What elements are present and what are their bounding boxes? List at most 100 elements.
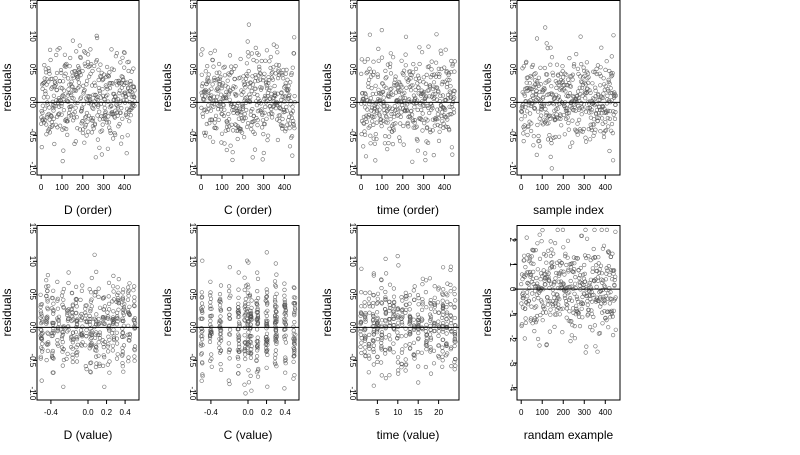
x-tick-label: 200 — [236, 183, 250, 192]
data-point — [70, 38, 75, 43]
data-point — [564, 106, 570, 111]
data-point — [393, 121, 398, 126]
data-point — [125, 308, 131, 313]
data-point — [82, 61, 87, 66]
data-point — [227, 295, 232, 300]
data-point — [97, 332, 102, 338]
data-point — [590, 269, 595, 275]
data-point — [408, 317, 413, 322]
data-point — [570, 77, 575, 82]
data-point — [256, 296, 261, 301]
data-point — [65, 308, 70, 314]
data-point — [428, 345, 433, 350]
data-point — [581, 65, 586, 70]
data-point — [424, 332, 429, 337]
data-point — [227, 347, 232, 352]
data-point — [101, 315, 106, 320]
data-point — [363, 312, 368, 318]
data-point — [255, 122, 260, 128]
data-point — [211, 77, 216, 83]
data-point — [575, 296, 580, 302]
data-point — [421, 80, 426, 85]
data-point — [387, 94, 392, 99]
y-tick-label: 1.0 — [188, 256, 197, 268]
data-point — [274, 62, 279, 67]
data-point — [391, 314, 396, 319]
data-point — [242, 304, 247, 310]
data-point — [110, 343, 115, 348]
data-point — [102, 315, 107, 320]
data-point — [82, 140, 87, 145]
data-point — [441, 309, 446, 314]
data-point — [575, 309, 581, 315]
data-point — [408, 315, 413, 320]
data-point — [238, 56, 243, 62]
x-axis-label: sample index — [533, 203, 604, 217]
data-point — [449, 145, 455, 150]
data-point — [431, 361, 437, 366]
data-point — [596, 255, 601, 260]
data-point — [567, 144, 573, 149]
data-point — [443, 107, 448, 112]
data-point — [59, 334, 65, 339]
data-point — [574, 129, 579, 134]
data-point — [584, 91, 589, 96]
data-point — [566, 127, 571, 132]
data-point — [532, 329, 537, 334]
data-point — [437, 74, 442, 79]
data-point — [545, 45, 550, 51]
data-point — [362, 338, 368, 343]
data-point — [442, 65, 447, 70]
data-point — [264, 295, 269, 300]
data-point — [79, 121, 84, 126]
data-point — [582, 262, 587, 268]
data-point — [606, 124, 611, 129]
data-point — [96, 353, 101, 358]
data-point — [89, 341, 94, 346]
data-point — [268, 85, 273, 90]
data-point — [411, 288, 416, 293]
data-point — [241, 89, 246, 95]
y-tick-label: 0.5 — [188, 289, 197, 301]
data-point — [114, 78, 119, 84]
x-tick-label: 0.0 — [82, 408, 94, 417]
x-tick-label: 200 — [76, 183, 90, 192]
data-point — [69, 104, 74, 109]
data-point — [73, 284, 79, 290]
data-point — [280, 116, 285, 122]
data-point — [606, 291, 611, 296]
data-point — [99, 114, 104, 119]
data-point — [424, 347, 429, 352]
data-point — [65, 318, 70, 323]
data-point — [535, 281, 540, 286]
data-point — [572, 336, 578, 341]
data-point — [243, 85, 248, 90]
data-point — [241, 104, 246, 109]
data-point — [420, 302, 425, 307]
data-point — [219, 86, 224, 91]
data-point — [50, 348, 55, 354]
data-point — [292, 347, 297, 352]
data-point — [375, 300, 380, 305]
data-point — [44, 115, 50, 120]
data-point — [359, 350, 364, 356]
data-point — [561, 112, 566, 118]
data-point — [111, 289, 116, 294]
data-point — [376, 46, 381, 52]
data-point — [57, 46, 62, 51]
data-point — [575, 256, 580, 261]
data-point — [452, 343, 457, 349]
data-point — [282, 320, 287, 325]
data-point — [596, 261, 601, 266]
data-point — [227, 316, 232, 321]
data-point — [59, 101, 64, 106]
data-point — [273, 284, 279, 289]
data-point — [115, 285, 120, 290]
data-point — [387, 373, 392, 378]
data-point — [391, 126, 396, 131]
data-point — [51, 356, 56, 361]
data-point — [199, 330, 204, 335]
data-point — [420, 307, 425, 313]
data-point — [560, 64, 565, 69]
